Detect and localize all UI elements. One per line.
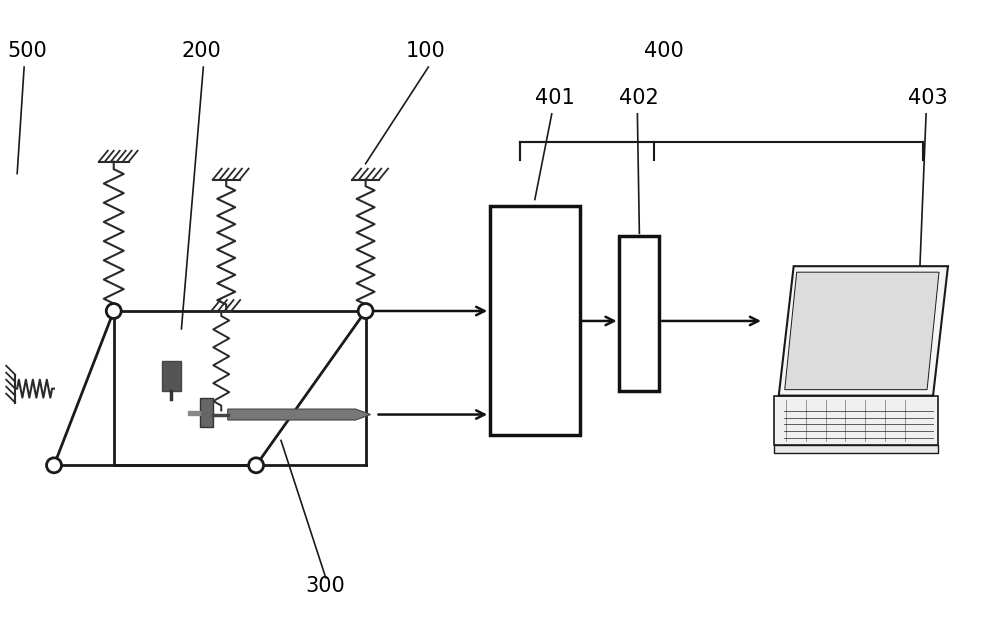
Text: 300: 300 [306, 576, 346, 596]
Bar [774, 396, 938, 445]
Bar [200, 397, 213, 427]
Polygon shape [779, 266, 948, 396]
Text: 200: 200 [181, 41, 221, 61]
Text: 500: 500 [7, 41, 47, 61]
Bar [619, 237, 659, 391]
Polygon shape [188, 410, 200, 415]
Text: 402: 402 [619, 88, 659, 108]
Circle shape [106, 304, 121, 319]
Text: 403: 403 [908, 88, 948, 108]
Polygon shape [785, 272, 939, 389]
Circle shape [249, 458, 264, 473]
Circle shape [47, 458, 61, 473]
Bar [490, 206, 580, 435]
Polygon shape [228, 409, 371, 420]
Circle shape [358, 304, 373, 319]
Bar [162, 361, 181, 391]
Text: 100: 100 [405, 41, 445, 61]
Text: 401: 401 [535, 88, 575, 108]
Bar [774, 445, 938, 453]
Text: 400: 400 [644, 41, 684, 61]
